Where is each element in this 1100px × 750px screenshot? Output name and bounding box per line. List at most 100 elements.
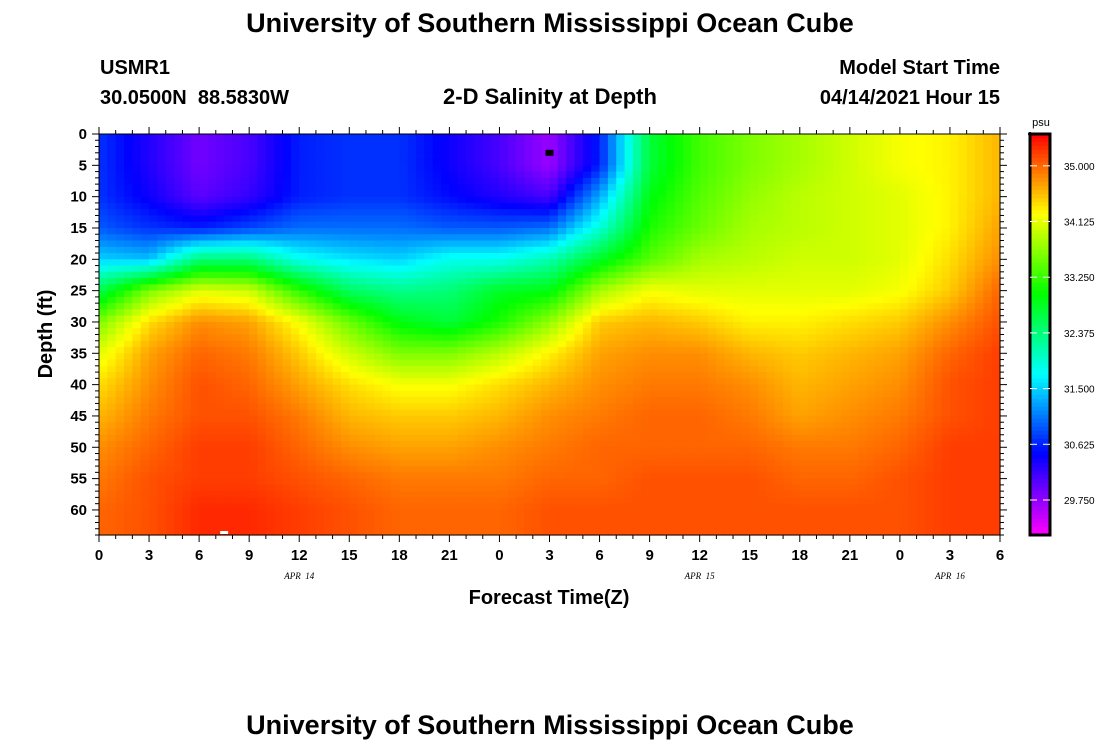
heatmap-cell xyxy=(307,184,317,191)
heatmap-cell xyxy=(983,303,993,311)
heatmap-cell xyxy=(165,215,175,223)
heatmap-cell xyxy=(791,415,801,423)
heatmap-cell xyxy=(457,196,467,204)
heatmap-cell xyxy=(708,140,717,148)
heatmap-cell xyxy=(758,202,767,210)
heatmap-cell xyxy=(524,159,534,166)
heatmap-cell xyxy=(866,353,876,361)
heatmap-cell xyxy=(182,403,192,411)
heatmap-cell xyxy=(124,397,133,405)
heatmap-cell xyxy=(716,234,726,242)
heatmap-cell xyxy=(774,134,784,141)
heatmap-cell xyxy=(432,246,442,254)
heatmap-cell xyxy=(816,409,826,417)
heatmap-cell xyxy=(224,259,234,267)
heatmap-cell xyxy=(641,290,651,298)
heatmap-cell xyxy=(816,315,826,323)
heatmap-cell xyxy=(808,415,818,423)
heatmap-cell xyxy=(749,177,759,185)
heatmap-cell xyxy=(240,234,250,242)
heatmap-cell xyxy=(908,415,918,423)
heatmap-cell xyxy=(99,190,108,198)
heatmap-cell xyxy=(416,152,425,160)
heatmap-cell xyxy=(874,184,884,191)
heatmap-cell xyxy=(174,177,184,185)
heatmap-cell xyxy=(657,315,667,323)
heatmap-cell xyxy=(924,140,934,148)
heatmap-cell xyxy=(240,390,250,398)
heatmap-cell xyxy=(582,196,592,204)
heatmap-cell xyxy=(382,353,392,361)
heatmap-cell xyxy=(766,227,776,235)
heatmap-cell xyxy=(482,271,492,279)
heatmap-cell xyxy=(758,409,767,417)
heatmap-cell xyxy=(557,390,567,398)
heatmap-cell xyxy=(549,321,559,329)
heatmap-cell xyxy=(908,347,918,354)
heatmap-cell xyxy=(357,415,367,423)
heatmap-cell xyxy=(432,140,442,148)
heatmap-cell xyxy=(749,190,759,198)
heatmap-cell xyxy=(132,315,142,323)
heatmap-cell xyxy=(182,340,192,348)
heatmap-cell xyxy=(549,296,559,304)
heatmap-cell xyxy=(524,140,534,148)
heatmap-cell xyxy=(733,140,742,148)
heatmap-cell xyxy=(824,184,834,191)
heatmap-cell xyxy=(708,334,717,342)
heatmap-cell xyxy=(799,409,809,417)
heatmap-cell xyxy=(883,227,893,235)
heatmap-cell xyxy=(399,190,409,198)
heatmap-cell xyxy=(983,328,993,336)
heatmap-cell xyxy=(157,296,167,304)
heatmap-cell xyxy=(382,309,392,317)
heatmap-cell xyxy=(299,271,309,279)
heatmap-cell xyxy=(699,303,709,311)
heatmap-cell xyxy=(491,372,501,379)
heatmap-cell xyxy=(107,271,117,279)
heatmap-cell xyxy=(949,365,959,373)
heatmap-cell xyxy=(424,340,434,348)
heatmap-cell xyxy=(974,221,984,229)
heatmap-cell xyxy=(808,253,818,260)
heatmap-cell xyxy=(274,209,284,217)
heatmap-cell xyxy=(365,278,375,285)
heatmap-cell xyxy=(399,152,409,160)
heatmap-cell xyxy=(507,372,517,379)
heatmap-cell xyxy=(783,227,793,235)
heatmap-cell xyxy=(491,290,501,298)
heatmap-cell xyxy=(808,259,818,267)
heatmap-cell xyxy=(482,284,492,292)
heatmap-cell xyxy=(549,165,559,173)
heatmap-cell xyxy=(566,303,576,311)
heatmap-cell xyxy=(899,234,909,242)
heatmap-cell xyxy=(524,278,534,285)
heatmap-cell xyxy=(749,134,759,141)
heatmap-cell xyxy=(307,372,317,379)
heatmap-cell xyxy=(616,359,626,367)
heatmap-cell xyxy=(282,409,292,417)
heatmap-cell xyxy=(532,328,542,336)
heatmap-cell xyxy=(966,265,976,273)
heatmap-cell xyxy=(174,271,184,279)
heatmap-cell xyxy=(666,190,676,198)
heatmap-cell xyxy=(315,397,325,405)
heatmap-cell xyxy=(974,202,984,210)
heatmap-cell xyxy=(983,315,993,323)
heatmap-cell xyxy=(866,140,876,148)
heatmap-cell xyxy=(799,309,809,317)
heatmap-cell xyxy=(816,227,826,235)
heatmap-cell xyxy=(290,184,300,191)
heatmap-cell xyxy=(207,309,217,317)
heatmap-cell xyxy=(240,309,250,317)
heatmap-cell xyxy=(616,171,626,179)
heatmap-cell xyxy=(866,328,876,336)
heatmap-cell xyxy=(632,152,642,160)
heatmap-cell xyxy=(265,152,275,160)
heatmap-cell xyxy=(349,215,359,223)
heatmap-cell xyxy=(582,397,592,405)
heatmap-cell xyxy=(849,353,859,361)
heatmap-cell xyxy=(874,328,884,336)
heatmap-cell xyxy=(224,359,234,367)
heatmap-cell xyxy=(566,140,576,148)
